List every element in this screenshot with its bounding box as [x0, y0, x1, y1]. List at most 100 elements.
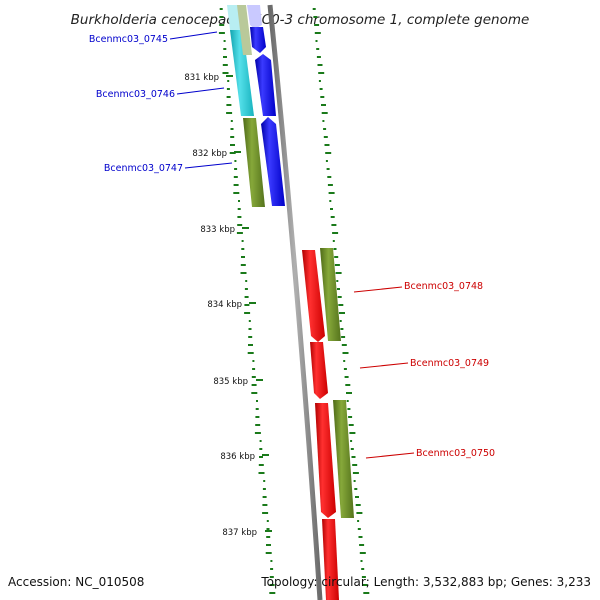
gc-dot [218, 32, 225, 34]
gc-dot [230, 128, 234, 130]
gc-dot [233, 176, 238, 178]
gc-dot [258, 472, 265, 474]
gc-dot [259, 448, 263, 450]
leader-line-0746 [176, 87, 225, 95]
gc-dot [360, 560, 363, 562]
gc-dot [262, 504, 268, 506]
gc-dot [259, 440, 262, 442]
gc-dot [327, 184, 333, 186]
gene-arrow-bcenmc03-0750[interactable] [315, 403, 336, 518]
gc-dot [248, 320, 251, 322]
gc-dot [343, 360, 346, 362]
gc-dot [266, 528, 270, 530]
gene-label-bcenmc03-0749[interactable]: Bcenmc03_0749 [410, 358, 489, 369]
gc-dot [359, 544, 365, 546]
gc-dot [341, 336, 346, 338]
gc-dot [318, 72, 325, 74]
gc-dot [269, 592, 276, 594]
gc-dot [314, 24, 320, 26]
gc-dot [252, 368, 256, 370]
gc-dot [248, 336, 253, 338]
gc-dot [223, 48, 227, 50]
gene-arrow-bcenmc03-0749[interactable] [310, 342, 328, 399]
gene-arrow-bcenmc03-0746[interactable] [255, 54, 276, 116]
gc-dot [262, 488, 266, 490]
gc-dot [346, 400, 349, 402]
gc-dot [318, 80, 321, 82]
gc-dot [248, 344, 253, 346]
gc-dot [320, 96, 325, 98]
gc-dot [244, 296, 249, 298]
kbp-label-833: 833 kbp [200, 225, 235, 235]
gc-dot [270, 568, 274, 570]
gc-dot [325, 152, 332, 154]
gc-dot [241, 256, 245, 258]
gc-dot [359, 552, 366, 554]
gc-dot [240, 272, 247, 274]
gc-dot [355, 496, 359, 498]
gc-dot [251, 392, 258, 394]
gc-dot [361, 576, 366, 578]
gc-dot [349, 432, 356, 434]
cog-feature-olive-top [237, 5, 252, 55]
kbp-label-832: 832 kbp [192, 149, 227, 159]
gc-dot [336, 280, 339, 282]
gc-dot [350, 448, 354, 450]
gc-dot [352, 472, 359, 474]
gc-dot [361, 568, 365, 570]
forward-gene-track [247, 5, 285, 206]
gc-dot [362, 584, 368, 586]
gc-dot [256, 400, 258, 402]
gc-dot [230, 144, 235, 146]
accession-text: Accession: NC_010508 [8, 575, 144, 589]
kbp-label-836: 836 kbp [220, 452, 255, 462]
gene-label-bcenmc03-0746[interactable]: Bcenmc03_0746 [96, 89, 175, 100]
gene-arrow-bcenmc03-0748[interactable] [302, 250, 325, 342]
gc-dot [223, 40, 226, 42]
gc-dot [357, 528, 361, 530]
gc-dot [337, 288, 340, 290]
gc-dot [229, 152, 236, 154]
gc-dot [222, 72, 229, 74]
gene-label-bcenmc03-0750[interactable]: Bcenmc03_0750 [416, 448, 495, 459]
gc-dot [322, 120, 325, 122]
gene-arrow-bcenmc03-0747[interactable] [261, 117, 285, 206]
gc-dot [251, 384, 257, 386]
gc-dot [244, 304, 250, 306]
gc-dot [241, 248, 245, 250]
gc-dot [334, 256, 339, 258]
gene-arrow-next-reverse [322, 519, 339, 600]
gc-dot [334, 264, 340, 266]
gc-dot [328, 192, 335, 194]
gc-dot [329, 200, 332, 202]
gc-dot [330, 208, 333, 210]
gc-dot [321, 104, 326, 106]
gc-dot [233, 192, 240, 194]
gc-dot [316, 56, 321, 58]
gc-dot [265, 552, 272, 554]
topology-text: Topology: circular; Length: 3,532,883 bp… [260, 575, 591, 589]
gc-dot [262, 496, 267, 498]
gc-dot [358, 536, 363, 538]
reverse-gene-track [302, 250, 339, 600]
gc-dot [316, 48, 320, 50]
gc-dot [354, 488, 358, 490]
gc-dot [314, 32, 321, 34]
gc-dot [337, 296, 342, 298]
gene-label-bcenmc03-0745[interactable]: Bcenmc03_0745 [89, 34, 168, 45]
leader-line-0748 [353, 286, 403, 293]
gc-dot [262, 512, 269, 514]
gc-dot [335, 272, 342, 274]
gc-dot [345, 384, 351, 386]
gene-labels: Bcenmc03_0745 Bcenmc03_0746 Bcenmc03_074… [89, 31, 495, 459]
gc-dot [251, 376, 256, 378]
gc-dot [258, 464, 264, 466]
gene-label-bcenmc03-0747[interactable]: Bcenmc03_0747 [104, 163, 183, 174]
gc-dot [219, 8, 223, 10]
gc-dot [330, 216, 335, 218]
gc-dot [326, 168, 330, 170]
gene-arrow-bcenmc03-0745[interactable] [250, 27, 266, 53]
gene-label-bcenmc03-0748[interactable]: Bcenmc03_0748 [404, 281, 483, 292]
gc-dot [313, 16, 318, 18]
